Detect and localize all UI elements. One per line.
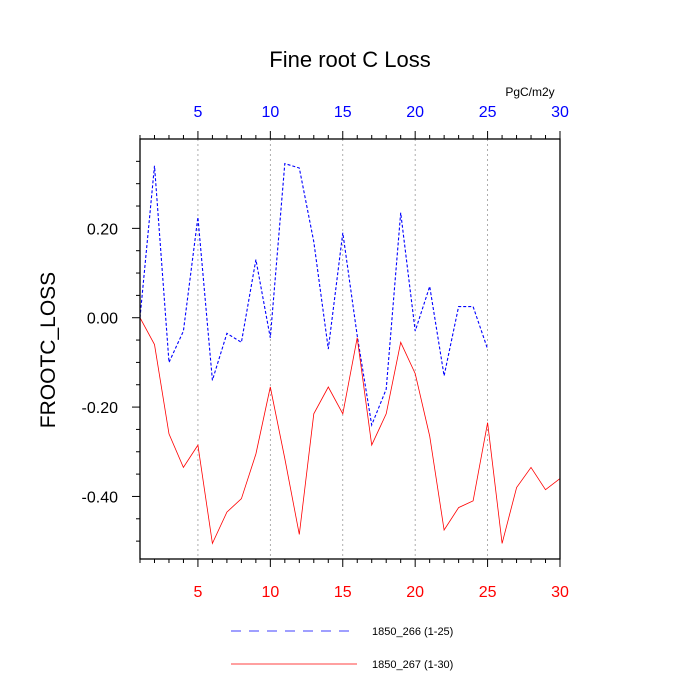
y-axis-label: FROOTC_LOSS [37, 272, 60, 428]
bottom-axis-label-3: 20 [406, 584, 424, 601]
top-axis-label-0: 5 [193, 104, 202, 121]
units-label: PgC/m2y [505, 85, 554, 99]
series-line-0 [139, 162, 489, 428]
legend: 1850_266 (1-25) 1850_267 (1-30) [231, 626, 453, 671]
top-axis-label-3: 20 [406, 104, 424, 121]
chart-title: Fine root C Loss [269, 47, 430, 72]
y-tick-label-0: 0.20 [87, 221, 118, 238]
series-line-1 [139, 317, 561, 545]
y-tick-label-1: 0.00 [87, 311, 118, 328]
bottom-axis-label-4: 25 [479, 584, 497, 601]
top-axis-label-2: 15 [334, 104, 352, 121]
bottom-axis-label-5: 30 [551, 584, 569, 601]
series-layer [139, 162, 561, 545]
top-axis-label-1: 10 [261, 104, 279, 121]
y-tick-label-2: -0.20 [82, 400, 119, 417]
legend-label-1: 1850_267 (1-30) [372, 659, 453, 671]
top-axis-label-5: 30 [551, 104, 569, 121]
bottom-axis-label-2: 15 [334, 584, 352, 601]
bottom-axis-label-0: 5 [193, 584, 202, 601]
legend-label-0: 1850_266 (1-25) [372, 626, 453, 638]
top-axis-label-4: 25 [479, 104, 497, 121]
plot-frame [139, 138, 561, 560]
axis-tick-labels: 0.20 0.00 -0.20 -0.40 5 10 15 20 25 30 5 10 15 20 25 30 [82, 104, 569, 601]
grid-lines [197, 139, 488, 559]
y-tick-label-3: -0.40 [82, 489, 119, 506]
axis-ticks [132, 131, 561, 567]
bottom-axis-label-1: 10 [261, 584, 279, 601]
